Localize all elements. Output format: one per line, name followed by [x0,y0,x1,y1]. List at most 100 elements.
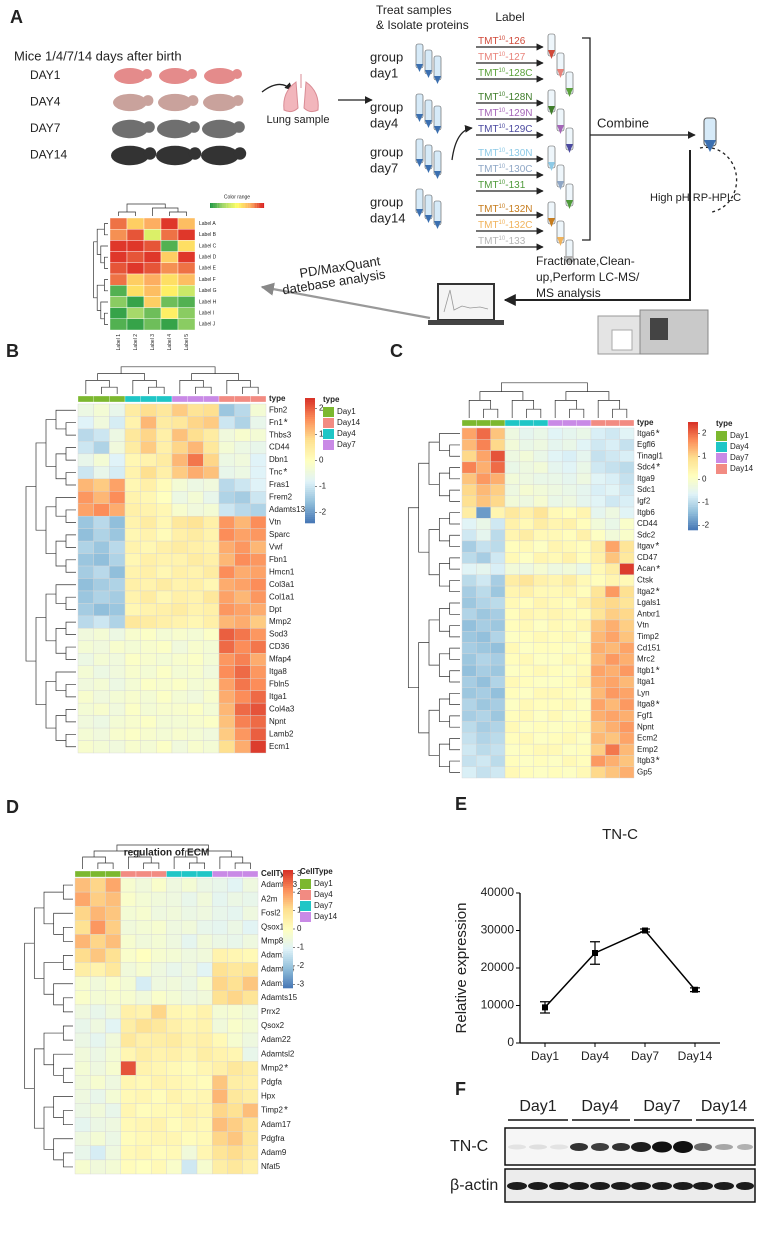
color-bar [283,978,293,981]
heatmap-cell [576,472,592,485]
heatmap-cell [120,934,137,949]
heatmap-cell [203,653,220,666]
heatmap-cell [218,727,235,741]
heatmap-cell [151,990,167,1006]
heatmap-cell [77,565,94,579]
row-label: Sdc4 [637,463,656,472]
heatmap-cell [490,743,506,756]
color-bar [305,500,315,503]
heatmap-cell [576,664,592,677]
heatmap-cell [171,503,188,517]
row-label: Ecm1 [269,742,290,751]
heatmap-cell [250,528,267,542]
heatmap-cell [605,710,620,722]
color-bar [283,919,293,922]
heatmap-cell [504,755,520,767]
heatmap-cell [126,307,145,320]
heatmap-cell [135,934,152,949]
heatmap-cell [227,1131,243,1147]
heatmap-cell [218,590,235,604]
color-bar [283,903,293,906]
heatmap-cell [105,990,121,1006]
color-bar [688,476,698,479]
heatmap-cell [203,503,220,517]
tmt-sup: 10 [499,204,506,210]
color-bar [305,416,315,420]
color-bar [283,982,293,985]
color-bar [305,431,315,434]
heatmap-cell [576,687,592,700]
heatmap-cell [533,619,549,632]
tmt-prefix: TMT [478,68,499,79]
color-bar [283,885,293,888]
lung-label: Lung sample [267,114,330,126]
heatmap-cell [590,450,606,463]
row-label: Mmp8 [261,937,284,946]
row-label: Adamts13 [269,505,306,514]
heatmap-cell [120,1117,137,1132]
color-bar [283,881,293,885]
color-bar [305,452,315,455]
heatmap-cell [619,540,635,553]
tube-icon [434,126,441,134]
heatmap-cell [490,597,506,609]
heatmap-cell [187,727,204,741]
heatmap-cell [490,766,506,779]
significance-star: * [284,417,288,428]
heatmap-cell [619,676,635,688]
row-label: Adam15 [261,951,291,960]
heatmap-cell [166,920,182,935]
heatmap-cell [151,962,167,977]
color-bar [688,528,698,531]
heatmap-cell [187,466,204,479]
heatmap-cell [109,715,126,729]
heatmap-cell [124,416,141,430]
heatmap-cell [476,721,491,734]
heatmap-cell [562,664,577,677]
panel-label: F [455,1079,466,1099]
color-bar [283,905,293,908]
heatmap-cell [562,653,577,666]
column-annotation [590,419,606,427]
heatmap-cell [461,755,477,767]
color-bar [688,485,698,488]
tmt-prefix: TMT [478,220,499,231]
heatmap-cell [181,1061,198,1076]
heatmap-cell [181,891,198,907]
heatmap-cell [576,427,592,440]
color-bar [244,203,247,208]
heatmap-cell [187,578,204,592]
column-label: Label 3 [150,334,156,351]
heatmap-cell [212,1103,228,1118]
heatmap-cell [234,715,251,729]
heatmap-cell [160,217,179,230]
heatmap-cell [562,506,577,519]
heatmap-cell [151,948,167,963]
heatmap-cell [490,710,506,722]
point [642,927,648,934]
heatmap-cell [109,503,126,517]
heatmap-cell [490,563,506,575]
heatmap-cell [234,428,251,442]
heatmap-cell [77,416,94,430]
heatmap-cell [547,664,563,677]
heatmap-cell [187,665,204,679]
significance-star: * [284,1105,288,1116]
mouse-icon [233,121,245,133]
row-label: Itga2 [637,587,655,596]
heatmap-cell [90,1103,106,1118]
heatmap-cell [576,732,592,745]
blot-label: β-actin [450,1177,498,1194]
heatmap-cell [156,640,173,654]
heatmap-cell [490,495,506,508]
heatmap-cell [77,453,94,467]
heatmap-cell [218,603,235,617]
heatmap-cell [605,563,620,575]
color-bar [283,915,293,918]
heatmap-title: regulation of ECM [124,848,210,859]
tmt-suffix: -130N [505,148,532,159]
heatmap-cell [234,453,251,467]
heatmap-cell [605,472,620,485]
heatmap-cell [504,653,520,666]
color-bar [305,498,315,501]
